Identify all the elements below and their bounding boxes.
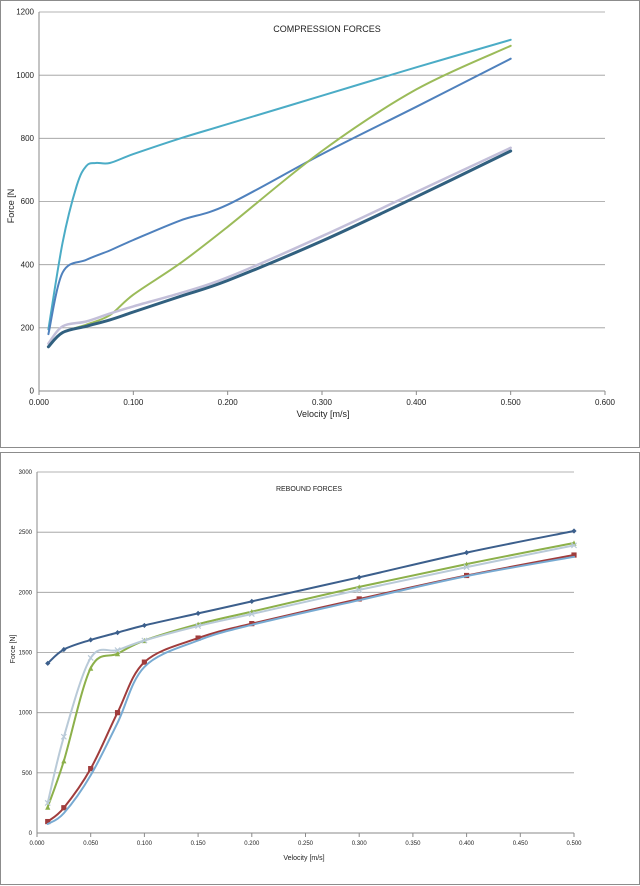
data-point bbox=[61, 805, 67, 811]
series-olive-line bbox=[46, 542, 575, 809]
data-point bbox=[464, 550, 470, 556]
data-point bbox=[45, 818, 51, 825]
y-tick-label: 1500 bbox=[19, 651, 33, 657]
x-tick-label: 0.300 bbox=[352, 841, 368, 847]
rebound-forces-panel: REBOUND FORCES Velocity [m/s] Force [N] … bbox=[0, 452, 640, 885]
data-point bbox=[114, 651, 121, 657]
x-tick-label: 0.450 bbox=[513, 841, 529, 847]
gridlines bbox=[37, 471, 574, 834]
chart-title: COMPRESSION FORCES bbox=[273, 24, 381, 34]
data-point bbox=[248, 610, 255, 618]
y-tick-label: 3000 bbox=[19, 470, 33, 476]
rebound-forces-chart: REBOUND FORCES Velocity [m/s] Force [N] … bbox=[10, 470, 582, 862]
y-tick-label: 2500 bbox=[19, 530, 33, 536]
x-tick-label: 0.200 bbox=[244, 841, 260, 847]
data-point bbox=[195, 610, 201, 616]
x-tick-label: 0.200 bbox=[218, 398, 239, 407]
data-point bbox=[195, 635, 201, 641]
y-tick-label: 0 bbox=[29, 831, 33, 837]
data-point bbox=[45, 804, 51, 810]
x-tick-label: 0.300 bbox=[312, 398, 333, 407]
data-point bbox=[61, 758, 67, 764]
data-point bbox=[114, 710, 121, 716]
data-point bbox=[87, 654, 94, 661]
series-olive-markers bbox=[45, 540, 577, 810]
y-tick-label: 500 bbox=[22, 771, 33, 777]
x-tick-label: 0.100 bbox=[137, 841, 153, 847]
series-steel-line bbox=[46, 149, 513, 349]
x-tick-label: 0.000 bbox=[29, 841, 45, 847]
x-tick-label: 0.150 bbox=[191, 841, 207, 847]
series-green-line bbox=[47, 44, 512, 348]
data-point bbox=[356, 574, 362, 580]
data-point bbox=[44, 799, 51, 806]
data-point bbox=[249, 598, 255, 604]
y-tick-label: 0 bbox=[30, 387, 35, 396]
data-point bbox=[141, 622, 147, 629]
series-pale-line bbox=[46, 544, 575, 804]
x-tick-label: 0.600 bbox=[595, 398, 616, 407]
y-tick-label: 1200 bbox=[16, 8, 34, 17]
data-point bbox=[195, 623, 202, 630]
series-maroon-markers bbox=[45, 552, 577, 825]
series-pale-markers bbox=[44, 542, 578, 806]
gridlines bbox=[39, 11, 605, 392]
y-tick-label: 200 bbox=[21, 324, 35, 333]
x-tick-label: 0.500 bbox=[566, 841, 582, 847]
data-point bbox=[88, 665, 94, 671]
y-tick-label: 2000 bbox=[19, 590, 33, 596]
x-tick-label: 0.050 bbox=[83, 841, 99, 847]
data-point bbox=[571, 552, 577, 558]
compression-forces-chart: COMPRESSION FORCES Velocity [m/s] Force … bbox=[6, 8, 616, 419]
data-point bbox=[88, 766, 94, 772]
x-axis-label: Velocity [m/s] bbox=[296, 409, 349, 419]
data-point bbox=[571, 528, 577, 534]
x-tick-label: 0.350 bbox=[405, 841, 421, 847]
data-point bbox=[60, 733, 67, 740]
x-tick-label: 0.400 bbox=[459, 841, 475, 847]
compression-forces-panel: COMPRESSION FORCES Velocity [m/s] Force … bbox=[0, 0, 640, 448]
data-point bbox=[356, 596, 362, 602]
chart-title: REBOUND FORCES bbox=[276, 486, 342, 493]
y-axis-label: Force [N] bbox=[10, 635, 17, 664]
x-tick-label: 0.250 bbox=[298, 841, 314, 847]
data-point bbox=[88, 637, 94, 643]
x-tick-label: 0.100 bbox=[123, 398, 144, 407]
data-point bbox=[356, 586, 363, 593]
series-blue-line bbox=[47, 57, 512, 336]
x-axis-label: Velocity [m/s] bbox=[283, 855, 324, 862]
data-point bbox=[463, 564, 470, 571]
data-point bbox=[570, 542, 578, 549]
x-tick-label: 0.000 bbox=[29, 398, 50, 407]
y-tick-label: 800 bbox=[21, 134, 35, 143]
series-teal-line bbox=[47, 38, 512, 331]
x-tick-label: 0.400 bbox=[406, 398, 427, 407]
data-point bbox=[249, 621, 255, 627]
data-point bbox=[141, 659, 147, 665]
y-axis-label: Force [N bbox=[6, 189, 16, 224]
x-tick-label: 0.500 bbox=[501, 398, 522, 407]
series-lavender-line bbox=[47, 146, 512, 345]
y-tick-label: 400 bbox=[21, 260, 35, 269]
data-point bbox=[141, 637, 148, 644]
y-tick-label: 1000 bbox=[19, 711, 33, 717]
y-tick-label: 600 bbox=[21, 197, 35, 206]
series-sky-line bbox=[46, 555, 575, 825]
data-point bbox=[114, 647, 121, 654]
y-tick-label: 1000 bbox=[16, 71, 34, 80]
series-maroon-line bbox=[46, 554, 575, 823]
data-point bbox=[114, 630, 121, 636]
